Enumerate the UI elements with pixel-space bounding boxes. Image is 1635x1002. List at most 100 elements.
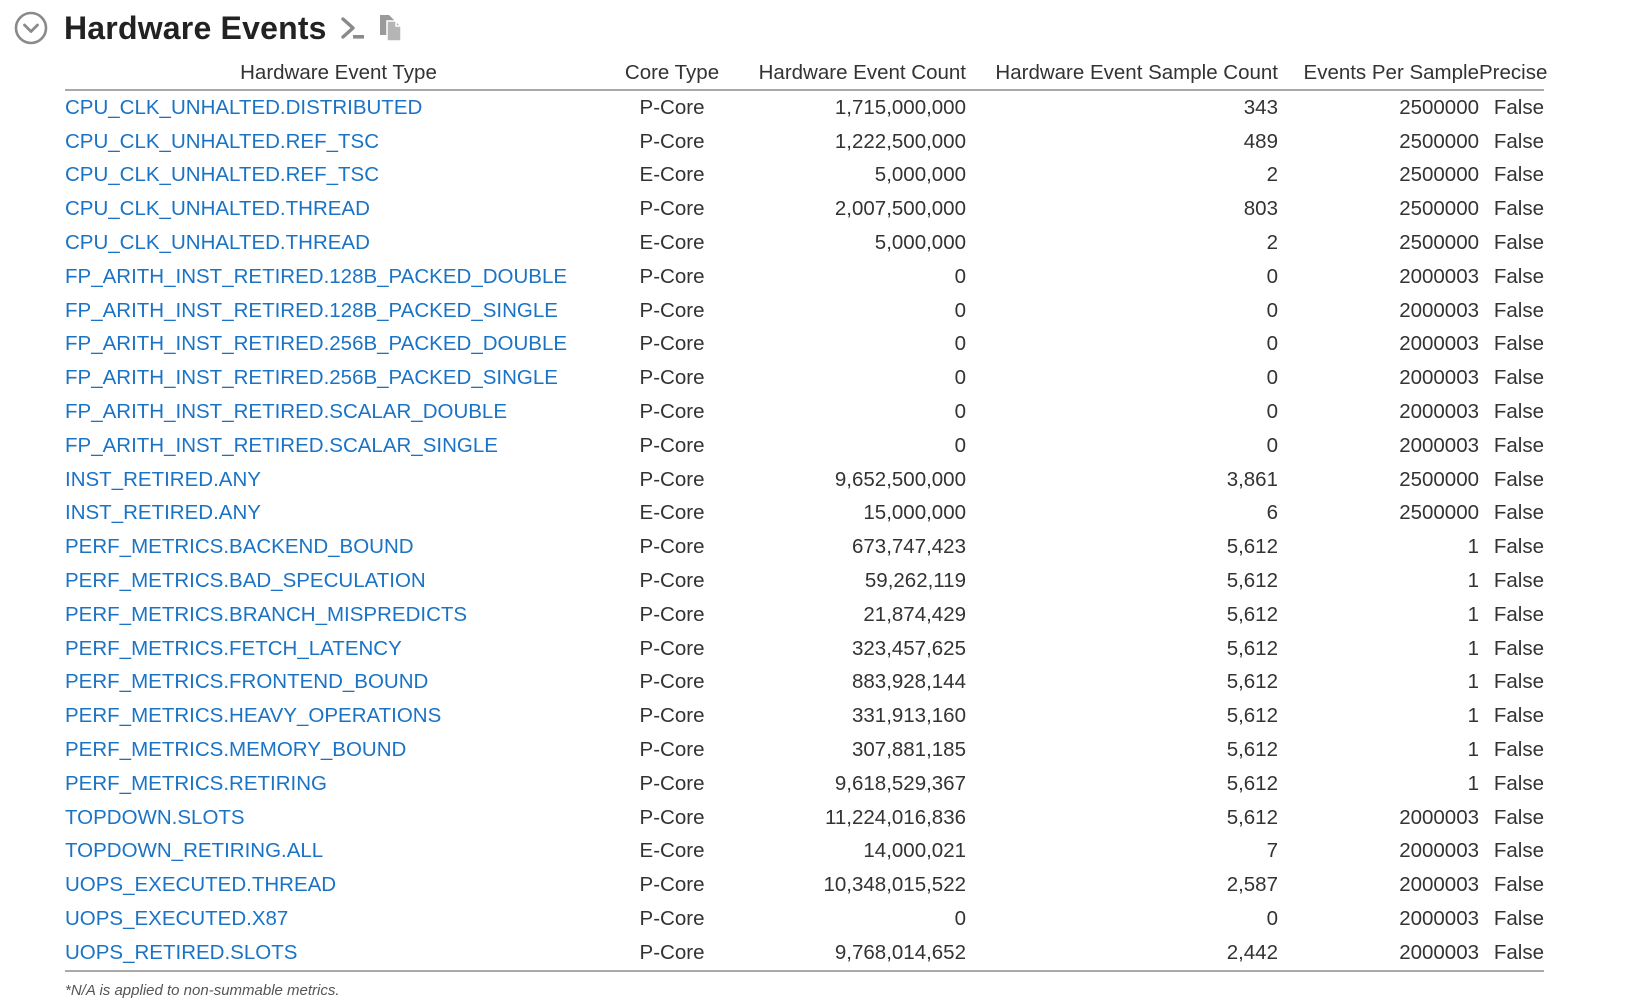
column-header-sample-count[interactable]: Hardware Event Sample Count (966, 53, 1278, 91)
event-type-link[interactable]: FP_ARITH_INST_RETIRED.SCALAR_SINGLE (65, 433, 498, 457)
cell-event-count: 0 (954, 332, 966, 356)
event-type-link[interactable]: PERF_METRICS.FRONTEND_BOUND (65, 670, 429, 694)
cell-events-per-sample: 2000003 (1399, 805, 1479, 829)
event-type-link[interactable]: PERF_METRICS.BAD_SPECULATION (65, 569, 426, 593)
cell-sample-count: 0 (1266, 332, 1278, 356)
table-row[interactable]: PERF_METRICS.BAD_SPECULATION P-Core 59,262… (65, 564, 1544, 598)
table-row[interactable]: PERF_METRICS.HEAVY_OPERATIONS P-Core 331,9… (65, 699, 1544, 733)
event-type-link[interactable]: CPU_CLK_UNHALTED.THREAD (65, 231, 370, 255)
table-row[interactable]: PERF_METRICS.FRONTEND_BOUND P-Core 883,928… (65, 666, 1544, 700)
cell-events-per-sample: 2000003 (1399, 264, 1479, 288)
table-row[interactable]: CPU_CLK_UNHALTED.THREAD P-Core 2,007,500,0… (65, 192, 1544, 226)
event-type-link[interactable]: CPU_CLK_UNHALTED.THREAD (65, 197, 370, 221)
table-row[interactable]: TOPDOWN_RETIRING.ALL E-Core 14,000,021 7 200… (65, 835, 1544, 869)
copy-to-clipboard-button[interactable] (377, 12, 405, 44)
table-row[interactable]: PERF_METRICS.FETCH_LATENCY P-Core 323,457,… (65, 632, 1544, 666)
cell-core-type: P-Core (639, 433, 705, 457)
table-row[interactable]: TOPDOWN.SLOTS P-Core 11,224,016,836 5,612 20… (65, 801, 1544, 835)
cell-event-type: FP_ARITH_INST_RETIRED.128B_PACKED_DOUBLE (65, 260, 612, 294)
event-type-link[interactable]: UOPS_RETIRED.SLOTS (65, 940, 298, 964)
column-header-core-type[interactable]: Core Type (612, 53, 732, 91)
cell-sample-count: 5,612 (1226, 636, 1278, 660)
cell-precise: False (1493, 738, 1544, 762)
table-row[interactable]: CPU_CLK_UNHALTED.DISTRIBUTED P-Core 1,715,… (65, 90, 1544, 125)
cell-event-type: PERF_METRICS.HEAVY_OPERATIONS (65, 699, 612, 733)
cell-precise: False (1493, 805, 1544, 829)
event-type-link[interactable]: FP_ARITH_INST_RETIRED.SCALAR_DOUBLE (65, 400, 508, 424)
table-row[interactable]: INST_RETIRED.ANY E-Core 15,000,000 6 2500000… (65, 497, 1544, 531)
table-row[interactable]: UOPS_EXECUTED.X87 P-Core 0 0 2000003 False (65, 902, 1544, 936)
table-row[interactable]: CPU_CLK_UNHALTED.REF_TSC P-Core 1,222,500,… (65, 125, 1544, 159)
chevron-down-circle-icon (14, 11, 48, 45)
event-type-link[interactable]: PERF_METRICS.FETCH_LATENCY (65, 636, 402, 660)
cell-events-per-sample: 2500000 (1399, 95, 1479, 119)
table-row[interactable]: PERF_METRICS.MEMORY_BOUND P-Core 307,881,1… (65, 733, 1544, 767)
cell-event-count: 0 (954, 298, 966, 322)
table-row[interactable]: CPU_CLK_UNHALTED.REF_TSC E-Core 5,000,000 2… (65, 159, 1544, 193)
event-type-link[interactable]: FP_ARITH_INST_RETIRED.128B_PACKED_DOUBLE (65, 264, 568, 288)
event-type-link[interactable]: PERF_METRICS.MEMORY_BOUND (65, 738, 407, 762)
cell-precise: False (1493, 839, 1544, 863)
cell-events-per-sample: 2000003 (1399, 366, 1479, 390)
table-row[interactable]: CPU_CLK_UNHALTED.THREAD E-Core 5,000,000 2 2… (65, 226, 1544, 260)
event-type-link[interactable]: PERF_METRICS.HEAVY_OPERATIONS (65, 704, 442, 728)
command-line-button[interactable] (339, 13, 367, 43)
cell-event-type: CPU_CLK_UNHALTED.REF_TSC (65, 125, 612, 159)
table-body: CPU_CLK_UNHALTED.DISTRIBUTED P-Core 1,715,… (65, 90, 1544, 972)
cell-events-per-sample: 2000003 (1399, 839, 1479, 863)
table-row[interactable]: FP_ARITH_INST_RETIRED.256B_PACKED_SINGLE… (65, 361, 1544, 395)
event-type-link[interactable]: INST_RETIRED.ANY (65, 501, 261, 525)
table-row[interactable]: UOPS_RETIRED.SLOTS P-Core 9,768,014,652 2,4… (65, 935, 1544, 972)
footnote: *N/A is applied to non-summable metrics. (65, 982, 340, 999)
cell-event-type: CPU_CLK_UNHALTED.THREAD (65, 226, 612, 260)
event-type-link[interactable]: FP_ARITH_INST_RETIRED.256B_PACKED_DOUBLE (65, 332, 568, 356)
event-type-link[interactable]: PERF_METRICS.RETIRING (65, 771, 327, 795)
table-row[interactable]: FP_ARITH_INST_RETIRED.128B_PACKED_DOUBLE… (65, 260, 1544, 294)
event-type-link[interactable]: FP_ARITH_INST_RETIRED.128B_PACKED_SINGLE (65, 298, 558, 322)
event-type-link[interactable]: TOPDOWN.SLOTS (65, 805, 245, 829)
column-header-precise[interactable]: Precise (1479, 53, 1547, 91)
event-type-link[interactable]: UOPS_EXECUTED.X87 (65, 907, 289, 931)
cell-precise: False (1493, 129, 1544, 153)
cell-sample-count: 0 (1266, 366, 1278, 390)
column-header-events-per-sample[interactable]: Events Per Sample (1278, 53, 1479, 91)
table-row[interactable]: INST_RETIRED.ANY P-Core 9,652,500,000 3,861… (65, 463, 1544, 497)
table-row[interactable]: FP_ARITH_INST_RETIRED.128B_PACKED_SINGLE… (65, 294, 1544, 328)
column-header-event-count[interactable]: Hardware Event Count (732, 53, 966, 91)
cell-event-count: 21,874,429 (863, 602, 966, 626)
event-type-link[interactable]: CPU_CLK_UNHALTED.REF_TSC (65, 163, 380, 187)
cell-precise: False (1493, 670, 1544, 694)
event-type-link[interactable]: UOPS_EXECUTED.THREAD (65, 873, 337, 897)
cell-event-type: FP_ARITH_INST_RETIRED.SCALAR_DOUBLE (65, 395, 612, 429)
column-header-event-type[interactable]: Hardware Event Type (65, 53, 612, 91)
event-type-link[interactable]: TOPDOWN_RETIRING.ALL (65, 839, 324, 863)
cell-precise: False (1493, 95, 1544, 119)
event-type-link[interactable]: FP_ARITH_INST_RETIRED.256B_PACKED_SINGLE (65, 366, 558, 390)
cell-core-type: P-Core (639, 467, 705, 491)
table-row[interactable]: PERF_METRICS.BRANCH_MISPREDICTS P-Core 21,… (65, 598, 1544, 632)
table-row[interactable]: FP_ARITH_INST_RETIRED.256B_PACKED_DOUBLE… (65, 328, 1544, 362)
cell-event-count: 9,652,500,000 (834, 467, 966, 491)
table-row[interactable]: UOPS_EXECUTED.THREAD P-Core 10,348,015,522… (65, 868, 1544, 902)
event-type-link[interactable]: PERF_METRICS.BRANCH_MISPREDICTS (65, 602, 468, 626)
event-type-link[interactable]: PERF_METRICS.BACKEND_BOUND (65, 535, 414, 559)
table-row[interactable]: PERF_METRICS.BACKEND_BOUND P-Core 673,747,… (65, 530, 1544, 564)
cell-core-type: P-Core (639, 873, 705, 897)
cell-event-count: 331,913,160 (851, 704, 966, 728)
cell-sample-count: 5,612 (1226, 704, 1278, 728)
cell-event-count: 323,457,625 (851, 636, 966, 660)
table-row[interactable]: PERF_METRICS.RETIRING P-Core 9,618,529,367… (65, 767, 1544, 801)
event-type-link[interactable]: INST_RETIRED.ANY (65, 467, 261, 491)
cell-event-type: PERF_METRICS.RETIRING (65, 767, 612, 801)
hardware-events-table: Hardware Event Type Core Type Hardware E… (65, 53, 1547, 972)
table-row[interactable]: FP_ARITH_INST_RETIRED.SCALAR_DOUBLE P-Cor… (65, 395, 1544, 429)
event-type-link[interactable]: CPU_CLK_UNHALTED.DISTRIBUTED (65, 95, 423, 119)
cell-sample-count: 5,612 (1226, 670, 1278, 694)
table-row[interactable]: FP_ARITH_INST_RETIRED.SCALAR_SINGLE P-Cor… (65, 429, 1544, 463)
cell-sample-count: 2,587 (1226, 873, 1278, 897)
collapse-toggle-button[interactable] (14, 11, 48, 45)
copy-icon (379, 15, 402, 42)
event-type-link[interactable]: CPU_CLK_UNHALTED.REF_TSC (65, 129, 380, 153)
cell-event-type: PERF_METRICS.FETCH_LATENCY (65, 632, 612, 666)
cell-events-per-sample: 2500000 (1399, 197, 1479, 221)
